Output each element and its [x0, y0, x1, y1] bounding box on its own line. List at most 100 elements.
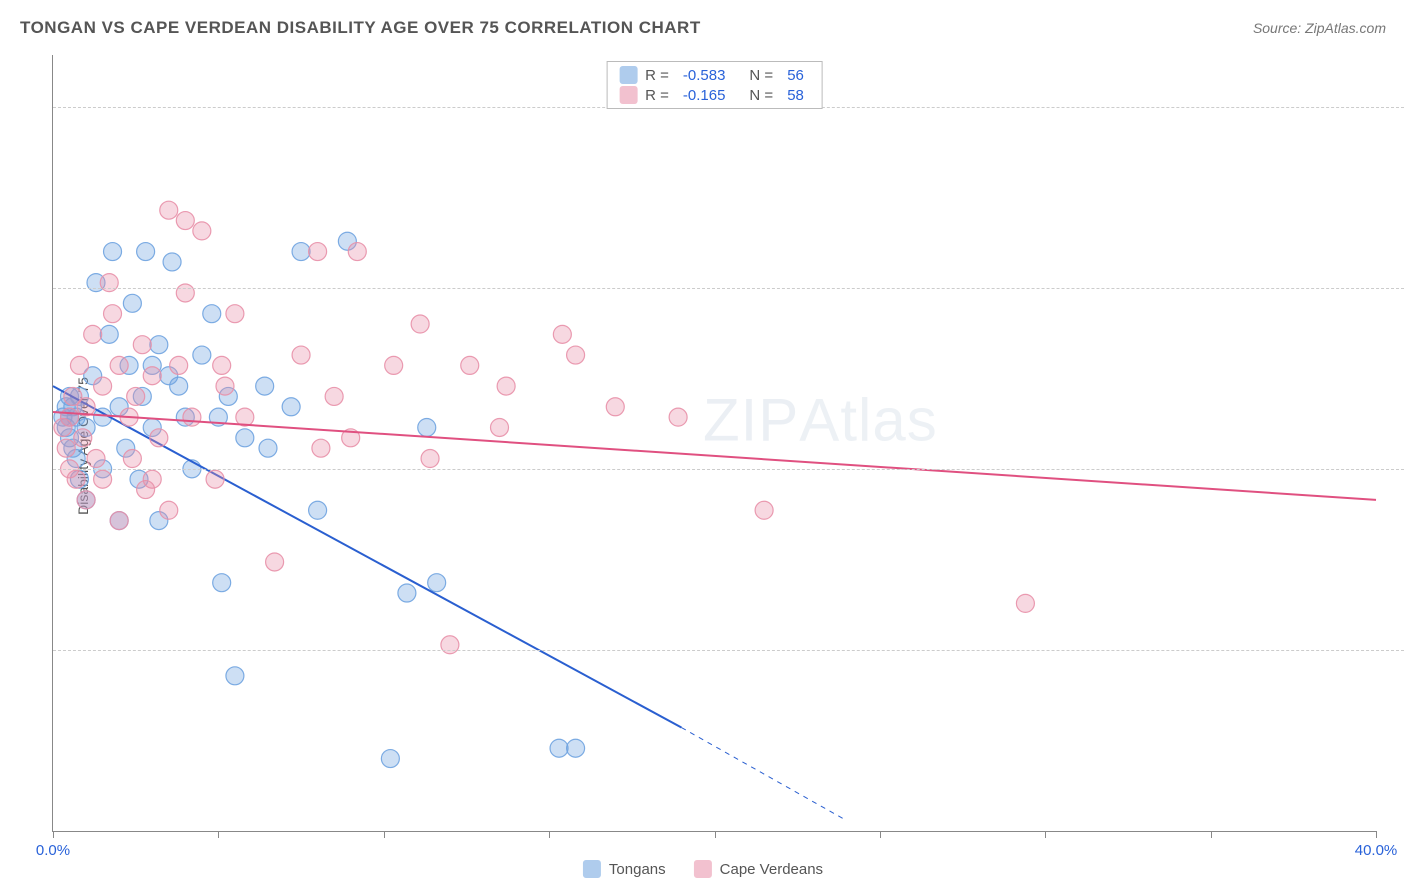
scatter-point	[160, 501, 178, 519]
scatter-point	[110, 512, 128, 530]
trend-line	[53, 412, 1376, 500]
scatter-point	[567, 346, 585, 364]
legend-n-label: N =	[749, 87, 773, 104]
scatter-point	[57, 439, 75, 457]
scatter-point	[150, 429, 168, 447]
scatter-point	[110, 356, 128, 374]
x-tick	[218, 831, 219, 838]
legend-swatch	[694, 860, 712, 878]
scatter-point	[193, 222, 211, 240]
scatter-point	[160, 201, 178, 219]
scatter-point	[104, 243, 122, 261]
scatter-point	[70, 356, 88, 374]
scatter-point	[74, 429, 92, 447]
scatter-point	[348, 243, 366, 261]
scatter-point	[143, 367, 161, 385]
correlation-legend-row: R =-0.583N =56	[619, 65, 810, 85]
trend-line	[53, 386, 681, 727]
scatter-point	[312, 439, 330, 457]
source-credit: Source: ZipAtlas.com	[1253, 20, 1386, 36]
legend-swatch	[619, 66, 637, 84]
scatter-point	[418, 418, 436, 436]
chart-title: TONGAN VS CAPE VERDEAN DISABILITY AGE OV…	[20, 18, 701, 38]
scatter-point	[325, 387, 343, 405]
scatter-point	[137, 481, 155, 499]
scatter-point	[170, 377, 188, 395]
scatter-point	[461, 356, 479, 374]
x-tick	[880, 831, 881, 838]
scatter-point	[203, 305, 221, 323]
scatter-point	[123, 450, 141, 468]
correlation-legend: R =-0.583N =56R =-0.165N =58	[606, 61, 823, 109]
scatter-point	[67, 470, 85, 488]
scatter-point	[94, 470, 112, 488]
scatter-svg	[53, 55, 1376, 831]
scatter-point	[127, 387, 145, 405]
scatter-point	[292, 243, 310, 261]
scatter-point	[550, 739, 568, 757]
x-tick	[1376, 831, 1377, 838]
source-name: ZipAtlas.com	[1305, 20, 1386, 36]
gridline	[53, 469, 1404, 470]
series-name: Cape Verdeans	[720, 861, 823, 878]
gridline	[53, 650, 1404, 651]
chart-plot-area: ZIPAtlas R =-0.583N =56R =-0.165N =58 27…	[52, 55, 1376, 832]
scatter-point	[213, 356, 231, 374]
scatter-point	[497, 377, 515, 395]
series-legend: Tongans Cape Verdeans	[583, 860, 823, 878]
scatter-point	[226, 305, 244, 323]
scatter-point	[491, 418, 509, 436]
scatter-point	[176, 284, 194, 302]
legend-n-value: 58	[781, 87, 810, 104]
scatter-point	[421, 450, 439, 468]
scatter-point	[94, 377, 112, 395]
scatter-point	[100, 274, 118, 292]
series-legend-item: Tongans	[583, 860, 666, 878]
scatter-point	[163, 253, 181, 271]
scatter-point	[104, 305, 122, 323]
scatter-point	[309, 501, 327, 519]
scatter-point	[309, 243, 327, 261]
scatter-point	[216, 377, 234, 395]
legend-swatch	[583, 860, 601, 878]
scatter-point	[123, 294, 141, 312]
scatter-point	[87, 450, 105, 468]
scatter-point	[236, 429, 254, 447]
x-tick	[1045, 831, 1046, 838]
chart-header: TONGAN VS CAPE VERDEAN DISABILITY AGE OV…	[20, 18, 1386, 38]
x-tick	[384, 831, 385, 838]
legend-r-label: R =	[645, 67, 669, 84]
scatter-point	[385, 356, 403, 374]
x-tick	[715, 831, 716, 838]
x-tick	[549, 831, 550, 838]
scatter-point	[193, 346, 211, 364]
scatter-point	[567, 739, 585, 757]
scatter-point	[606, 398, 624, 416]
scatter-point	[266, 553, 284, 571]
scatter-point	[226, 667, 244, 685]
gridline	[53, 288, 1404, 289]
scatter-point	[1016, 594, 1034, 612]
scatter-point	[150, 336, 168, 354]
x-tick-label: 40.0%	[1355, 842, 1398, 859]
scatter-point	[61, 408, 79, 426]
scatter-point	[100, 325, 118, 343]
scatter-point	[398, 584, 416, 602]
source-prefix: Source:	[1253, 20, 1305, 36]
scatter-point	[256, 377, 274, 395]
scatter-point	[381, 750, 399, 768]
scatter-point	[553, 325, 571, 343]
legend-r-value: -0.165	[677, 87, 732, 104]
scatter-point	[282, 398, 300, 416]
scatter-point	[133, 336, 151, 354]
legend-n-value: 56	[781, 67, 810, 84]
correlation-legend-row: R = -0.165 N = 58	[619, 85, 810, 105]
scatter-point	[137, 243, 155, 261]
x-tick	[1211, 831, 1212, 838]
scatter-point	[77, 491, 95, 509]
legend-r-label: R =	[645, 87, 669, 104]
scatter-point	[411, 315, 429, 333]
scatter-point	[84, 325, 102, 343]
series-legend-item: Cape Verdeans	[694, 860, 823, 878]
scatter-point	[669, 408, 687, 426]
